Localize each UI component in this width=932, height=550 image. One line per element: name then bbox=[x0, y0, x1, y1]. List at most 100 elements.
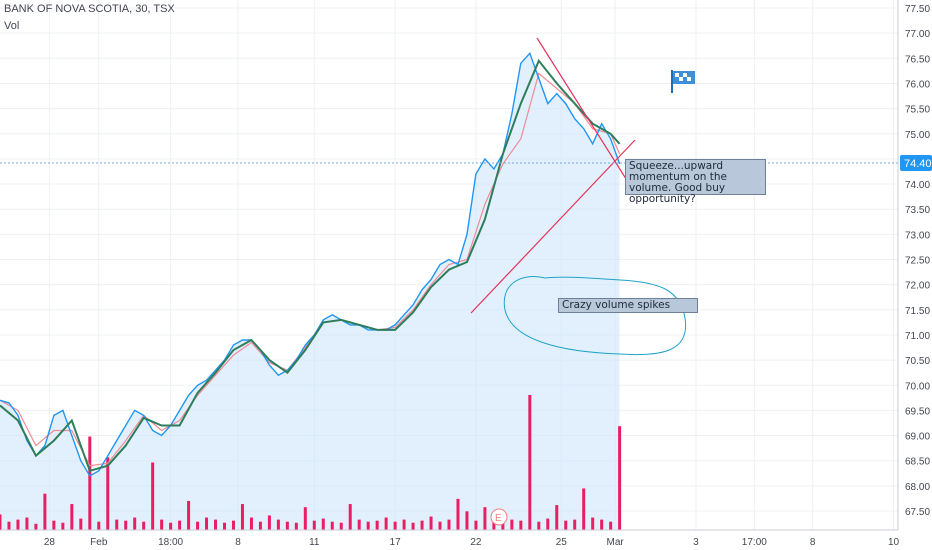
price-tick-label: 72.50 bbox=[905, 256, 930, 267]
price-tick-label: 71.50 bbox=[905, 306, 930, 317]
price-tick-label: 68.00 bbox=[905, 482, 930, 493]
volume-bar bbox=[106, 457, 110, 530]
volume-bars bbox=[0, 395, 622, 530]
volume-bar bbox=[429, 516, 433, 530]
volume-bar bbox=[178, 520, 182, 530]
time-tick-label: 8 bbox=[235, 537, 241, 548]
price-line bbox=[0, 51, 621, 477]
price-tick-label: 72.00 bbox=[905, 281, 930, 292]
volume-bar bbox=[151, 462, 155, 530]
squeeze-note[interactable]: Squeeze...upward momentum on the volume.… bbox=[625, 159, 766, 205]
time-tick-label: Feb bbox=[90, 537, 108, 548]
volume-circle-annotation[interactable] bbox=[503, 276, 687, 356]
volume-bar bbox=[312, 520, 316, 530]
volume-bar bbox=[115, 519, 119, 530]
earnings-marker-label: E bbox=[495, 513, 502, 524]
volume-bar bbox=[447, 519, 451, 530]
price-tick-label: 70.00 bbox=[905, 381, 930, 392]
volume-bar bbox=[124, 520, 128, 530]
volume-bar bbox=[223, 522, 226, 530]
volume-bar bbox=[276, 519, 280, 530]
volume-bar bbox=[339, 522, 343, 530]
volume-bar bbox=[249, 517, 253, 530]
volume-bar bbox=[519, 520, 523, 530]
volume-bar bbox=[97, 521, 101, 530]
moving-average-slow-line bbox=[0, 58, 621, 473]
volume-bar bbox=[205, 517, 209, 530]
volume-bar bbox=[61, 522, 65, 530]
volume-bar bbox=[16, 519, 20, 530]
trendline-down[interactable] bbox=[536, 37, 629, 183]
volume-bar bbox=[321, 518, 325, 530]
volume-bar bbox=[70, 504, 74, 530]
volume-bar bbox=[600, 519, 604, 530]
price-tick-label: 68.50 bbox=[905, 457, 930, 468]
volume-bar bbox=[79, 518, 83, 530]
volume-bar bbox=[420, 520, 424, 530]
volume-bar bbox=[375, 520, 379, 530]
volume-bar bbox=[411, 522, 415, 530]
volume-bar bbox=[52, 520, 56, 530]
volume-bar bbox=[303, 507, 307, 530]
price-tick-label: 67.50 bbox=[905, 507, 930, 518]
volume-bar bbox=[537, 521, 541, 530]
volume-bar bbox=[231, 520, 235, 530]
volume-bar bbox=[240, 504, 244, 530]
volume-bar bbox=[196, 521, 200, 530]
last-price-value: 74.40 bbox=[904, 158, 932, 170]
volume-bar bbox=[160, 519, 164, 530]
trendline-up[interactable] bbox=[470, 139, 636, 314]
symbol-title: BANK OF NOVA SCOTIA, 30, TSX bbox=[4, 3, 175, 15]
time-axis[interactable]: 28 Feb 18:00 8 11 17 22 25 Mar 3 17:00 8 10 bbox=[44, 537, 900, 548]
volume-bar bbox=[402, 519, 406, 530]
volume-bar bbox=[0, 514, 2, 530]
price-tick-label: 75.50 bbox=[905, 105, 930, 116]
last-price-badge: 74.40 bbox=[900, 155, 932, 171]
volume-spikes-note[interactable]: Crazy volume spikes bbox=[558, 298, 698, 313]
volume-bar bbox=[285, 521, 289, 530]
volume-bar bbox=[366, 521, 370, 530]
time-tick-label: 8 bbox=[810, 537, 816, 548]
time-tick-label: 25 bbox=[556, 537, 568, 548]
volume-bar bbox=[474, 520, 478, 530]
volume-bar bbox=[7, 521, 11, 530]
time-tick-label: 17:00 bbox=[742, 537, 767, 548]
volume-bar bbox=[88, 436, 92, 530]
price-tick-label: 70.50 bbox=[905, 356, 930, 367]
price-tick-label: 71.00 bbox=[905, 331, 930, 342]
price-tick-label: 75.00 bbox=[905, 130, 930, 141]
volume-bar bbox=[438, 521, 442, 530]
price-tick-label: 77.00 bbox=[905, 29, 930, 40]
price-tick-label: 73.00 bbox=[905, 230, 930, 241]
price-area-fill bbox=[0, 53, 620, 531]
volume-bar bbox=[573, 519, 577, 530]
flag-icon[interactable] bbox=[669, 68, 699, 100]
volume-bar bbox=[393, 521, 397, 530]
volume-bar bbox=[34, 523, 38, 530]
price-tick-label: 74.00 bbox=[905, 180, 930, 191]
earnings-marker[interactable]: E bbox=[490, 508, 508, 526]
price-tick-label: 69.50 bbox=[905, 406, 930, 417]
price-axis[interactable]: 77.5077.0076.5076.0075.5075.0074.5074.00… bbox=[905, 4, 930, 518]
volume-bar bbox=[25, 517, 29, 530]
price-tick-label: 77.50 bbox=[905, 4, 930, 15]
volume-bar bbox=[348, 504, 352, 530]
time-tick-label: 17 bbox=[390, 537, 402, 548]
time-tick-label: 3 bbox=[693, 537, 699, 548]
volume-bar bbox=[133, 517, 137, 530]
volume-bar bbox=[214, 519, 218, 530]
time-tick-label: 11 bbox=[309, 537, 320, 548]
volume-bar bbox=[582, 488, 586, 530]
volume-bar bbox=[294, 522, 298, 530]
price-tick-label: 73.50 bbox=[905, 205, 930, 216]
price-tick-label: 76.50 bbox=[905, 54, 930, 65]
volume-bar bbox=[357, 519, 361, 530]
volume-bar bbox=[456, 498, 460, 530]
volume-indicator-label: Vol bbox=[4, 20, 20, 32]
volume-bar bbox=[142, 521, 146, 530]
volume-bar bbox=[384, 517, 388, 530]
volume-bar bbox=[510, 519, 514, 530]
volume-bar bbox=[609, 521, 613, 530]
time-tick-label: 10 bbox=[888, 537, 900, 548]
